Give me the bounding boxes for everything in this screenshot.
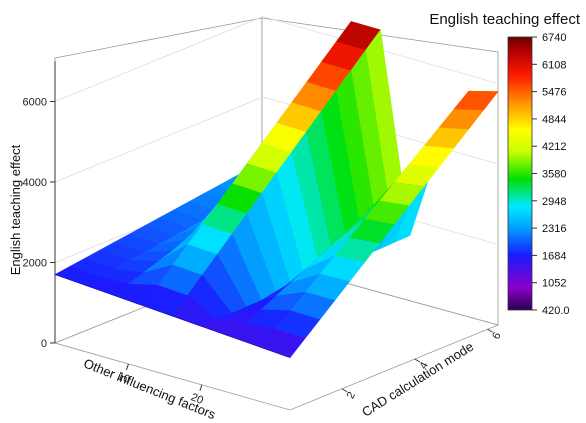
x-axis-ticks: 10 20 — [116, 363, 205, 407]
chart-title: English teaching effect — [429, 11, 580, 28]
colorbar-tick-label: 4844 — [542, 114, 566, 126]
z-axis-ticks: 0 2000 4000 6000 — [23, 97, 55, 350]
colorbar-tick-label: 4212 — [542, 141, 566, 153]
y-tick-mark — [414, 358, 421, 363]
surface — [54, 21, 499, 359]
z-tick-label: 4000 — [23, 177, 47, 189]
y-tick-label: 6 — [490, 330, 503, 341]
colorbar-tick-label: 2948 — [542, 196, 566, 208]
y-axis-ticks: 2 4 6 — [341, 328, 504, 401]
surface-patch — [260, 328, 306, 359]
z-axis-label: English teaching effect — [8, 144, 23, 275]
x-tick-mark — [125, 363, 129, 371]
x-tick-mark — [199, 384, 203, 392]
x-tick-label: 10 — [116, 370, 132, 386]
colorbar — [507, 36, 533, 311]
colorbar-tick-label: 2316 — [542, 223, 566, 235]
y-tick-mark — [487, 328, 493, 333]
y-tick-mark — [341, 388, 348, 393]
x-tick-label: 20 — [189, 391, 205, 407]
y-tick-label: 2 — [345, 390, 358, 401]
z-tick-label: 6000 — [23, 97, 47, 109]
colorbar-tick-label: 6108 — [542, 59, 566, 71]
colorbar-tick-label: 1684 — [542, 250, 566, 262]
z-tick-label: 0 — [41, 338, 47, 350]
y-tick-label: 4 — [417, 360, 430, 371]
colorbar-tick-label: 3580 — [542, 169, 566, 181]
contour-line — [54, 274, 291, 359]
colorbar-tick-label: 6740 — [542, 32, 566, 44]
colorbar-tick-label: 1052 — [542, 278, 566, 290]
z-tick-label: 2000 — [23, 258, 47, 270]
colorbar-tick-label: 5476 — [542, 87, 566, 99]
colorbar-tick-label: 420.0 — [542, 305, 570, 317]
colorbar-ticks: 6740 6108 5476 4844 4212 3580 2948 2316 1684 1052… — [532, 32, 570, 317]
